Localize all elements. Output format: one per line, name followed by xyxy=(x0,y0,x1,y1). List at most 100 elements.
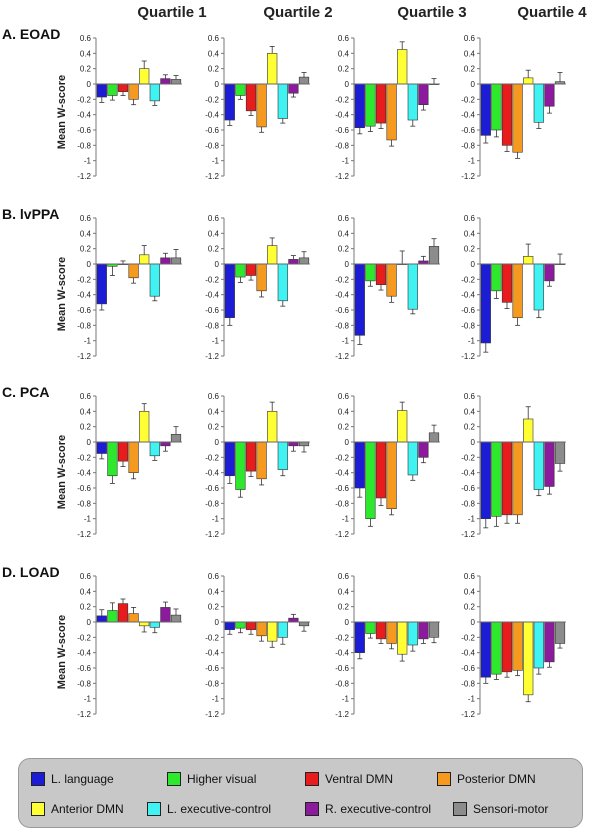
y-tick-label: -1 xyxy=(212,515,220,524)
y-tick-label: -0.4 xyxy=(335,111,349,120)
y-tick-label: -0.8 xyxy=(461,679,475,688)
legend-label: L. language xyxy=(51,772,114,786)
chart-svg: 0.6 0.4 0.2 0 -0.2 -0.4 -0.6 -0.8 -1 -1.2 xyxy=(335,572,440,719)
bar xyxy=(491,621,502,675)
y-tick-label: 0 xyxy=(345,618,350,627)
y-tick-label: -0.8 xyxy=(461,321,475,330)
y-tick-label: -0.6 xyxy=(461,484,475,493)
y-tick-label: -0.8 xyxy=(335,141,349,150)
bar xyxy=(365,621,376,634)
y-tick-label: -0.2 xyxy=(77,633,91,642)
y-tick-label: -1 xyxy=(342,337,350,346)
y-tick-label: 0.6 xyxy=(80,34,92,43)
y-tick-label: -0.2 xyxy=(335,633,349,642)
bar xyxy=(407,263,418,310)
y-tick-label: -1 xyxy=(342,515,350,524)
bar xyxy=(224,621,235,630)
y-tick-label: -0.2 xyxy=(77,275,91,284)
y-tick-label: -0.8 xyxy=(205,679,219,688)
y-tick-label: -1 xyxy=(84,337,92,346)
y-tick-label: -0.2 xyxy=(461,275,475,284)
y-tick-label: -1 xyxy=(84,695,92,704)
bar xyxy=(501,263,513,303)
y-tick-label: 0.2 xyxy=(464,423,476,432)
y-tick-label: -0.6 xyxy=(335,126,349,135)
bar xyxy=(128,441,139,473)
y-tick-label: -0.6 xyxy=(335,306,349,315)
y-tick-label: -1 xyxy=(342,157,350,166)
legend-swatch xyxy=(305,772,319,786)
bar xyxy=(501,83,513,146)
bar xyxy=(160,607,171,623)
bar xyxy=(480,441,491,519)
quartile-3-header: Quartile 3 xyxy=(397,4,467,21)
bar xyxy=(544,441,555,487)
y-tick-label: -1 xyxy=(342,695,350,704)
y-tick-label: 0.4 xyxy=(80,229,92,238)
y-tick-label: 0 xyxy=(215,260,220,269)
bar xyxy=(480,621,491,678)
y-tick-label: -1.2 xyxy=(77,710,91,719)
bar xyxy=(544,83,555,107)
bar xyxy=(512,441,523,516)
bar xyxy=(375,263,387,286)
y-tick-label: 0.2 xyxy=(208,603,220,612)
bar xyxy=(523,418,534,443)
y-tick-label: 0.6 xyxy=(338,572,350,581)
y-tick-label: -1.2 xyxy=(335,352,349,361)
bar xyxy=(170,79,182,85)
row-label-lvppa: B. lvPPA xyxy=(2,206,60,222)
chart-panel: 0.6 0.4 0.2 0 -0.2 -0.4 -0.6 -0.8 -1 -1.2 xyxy=(190,212,310,362)
y-tick-label: 0.4 xyxy=(208,407,220,416)
bar xyxy=(288,83,299,94)
bar xyxy=(96,441,107,454)
bar xyxy=(170,434,182,443)
chart-panel: 0.6 0.4 0.2 0 -0.2 -0.4 -0.6 -0.8 -1 -1.2 xyxy=(62,212,182,362)
bar xyxy=(235,441,246,490)
bar xyxy=(277,263,288,302)
chart-panel: 0.6 0.4 0.2 0 -0.2 -0.4 -0.6 -0.8 -1 -1.2 xyxy=(446,32,566,182)
y-tick-label: 0.4 xyxy=(338,49,350,58)
y-tick-label: -0.6 xyxy=(461,664,475,673)
y-tick-label: -1.2 xyxy=(205,710,219,719)
y-tick-label: 0.2 xyxy=(464,65,476,74)
y-tick-label: 0.6 xyxy=(80,572,92,581)
y-tick-label: -0.8 xyxy=(335,679,349,688)
y-tick-label: 0.4 xyxy=(208,587,220,596)
bar xyxy=(533,263,544,311)
y-tick-label: -0.8 xyxy=(77,499,91,508)
bar xyxy=(139,411,150,443)
bar xyxy=(224,441,235,477)
bar xyxy=(267,53,278,85)
chart-svg: 0.6 0.4 0.2 0 -0.2 -0.4 -0.6 -0.8 -1 -1.2 xyxy=(205,34,310,181)
legend-swatch xyxy=(453,802,467,816)
y-tick-label: -0.6 xyxy=(461,126,475,135)
chart-svg: 0.6 0.4 0.2 0 -0.2 -0.4 -0.6 -0.8 -1 -1.2 xyxy=(205,214,310,361)
y-tick-label: -0.2 xyxy=(77,95,91,104)
y-tick-label: 0.4 xyxy=(338,407,350,416)
y-tick-label: -1.2 xyxy=(335,530,349,539)
bar xyxy=(267,245,278,265)
bar xyxy=(365,83,376,127)
y-tick-label: 0 xyxy=(87,260,92,269)
bar xyxy=(418,441,429,458)
y-tick-label: 0.4 xyxy=(338,587,350,596)
quartile-4-header: Quartile 4 xyxy=(517,4,587,21)
legend-item-ventral-dmn: Ventral DMN xyxy=(305,771,393,787)
bar xyxy=(365,263,376,282)
y-tick-label: -0.4 xyxy=(205,469,219,478)
chart-panel: 0.6 0.4 0.2 0 -0.2 -0.4 -0.6 -0.8 -1 -1.2 xyxy=(190,570,310,720)
y-tick-label: 0.6 xyxy=(338,34,350,43)
y-tick-label: -0.2 xyxy=(205,95,219,104)
y-tick-label: -1.2 xyxy=(205,352,219,361)
y-tick-label: 0 xyxy=(345,260,350,269)
y-tick-label: 0.4 xyxy=(464,407,476,416)
y-tick-label: -1 xyxy=(468,337,476,346)
y-tick-label: 0 xyxy=(345,80,350,89)
y-tick-label: -0.2 xyxy=(335,453,349,462)
bar xyxy=(512,621,523,671)
y-tick-label: 0.6 xyxy=(464,392,476,401)
y-tick-label: 0.2 xyxy=(338,65,350,74)
chart-panel: 0.6 0.4 0.2 0 -0.2 -0.4 -0.6 -0.8 -1 -1.2 xyxy=(190,32,310,182)
